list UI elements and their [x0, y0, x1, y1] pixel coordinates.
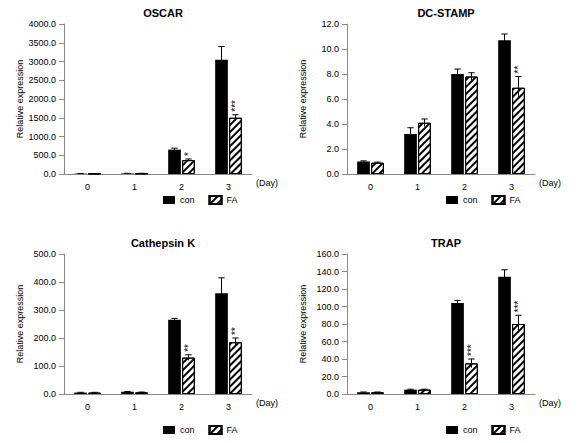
svg-text:4000.0: 4000.0: [28, 19, 56, 29]
svg-text:100.0: 100.0: [316, 302, 339, 312]
svg-text:6.0: 6.0: [326, 94, 339, 104]
svg-text:2: 2: [462, 182, 467, 192]
svg-text:FA: FA: [227, 425, 238, 435]
svg-text:60.0: 60.0: [321, 337, 339, 347]
svg-text:200.0: 200.0: [33, 333, 56, 343]
svg-text:0.0: 0.0: [326, 169, 339, 179]
svg-text:1: 1: [415, 402, 420, 412]
svg-text:FA: FA: [510, 195, 521, 205]
svg-text:**: **: [183, 344, 194, 352]
svg-text:0: 0: [368, 402, 373, 412]
svg-text:8.0: 8.0: [326, 69, 339, 79]
svg-text:3: 3: [226, 182, 231, 192]
svg-text:FA: FA: [510, 425, 521, 435]
svg-text:500.0: 500.0: [33, 150, 56, 160]
svg-text:con: con: [180, 425, 195, 435]
svg-text:2.0: 2.0: [326, 144, 339, 154]
svg-text:OSCAR: OSCAR: [143, 7, 183, 19]
svg-text:2: 2: [179, 402, 184, 412]
svg-text:FA: FA: [227, 195, 238, 205]
svg-text:100.0: 100.0: [33, 361, 56, 371]
svg-text:3: 3: [509, 402, 514, 412]
svg-text:1: 1: [415, 182, 420, 192]
svg-text:80.0: 80.0: [321, 319, 339, 329]
svg-text:3: 3: [509, 182, 514, 192]
svg-text:2: 2: [462, 402, 467, 412]
svg-text:***: ***: [230, 100, 241, 112]
svg-text:(Day): (Day): [256, 398, 278, 408]
svg-text:(Day): (Day): [256, 178, 278, 188]
svg-text:3000.0: 3000.0: [28, 57, 56, 67]
svg-text:120.0: 120.0: [316, 284, 339, 294]
svg-text:2500.0: 2500.0: [28, 75, 56, 85]
svg-text:3: 3: [226, 402, 231, 412]
svg-text:0: 0: [85, 402, 90, 412]
svg-text:con: con: [463, 195, 478, 205]
svg-text:140.0: 140.0: [316, 267, 339, 277]
svg-text:DC-STAMP: DC-STAMP: [417, 7, 474, 19]
svg-text:40.0: 40.0: [321, 354, 339, 364]
svg-text:con: con: [463, 425, 478, 435]
svg-text:2: 2: [179, 182, 184, 192]
svg-text:3500.0: 3500.0: [28, 38, 56, 48]
svg-text:**: **: [513, 66, 524, 74]
svg-text:TRAP: TRAP: [431, 237, 461, 249]
svg-text:10.0: 10.0: [321, 44, 339, 54]
svg-text:160.0: 160.0: [316, 249, 339, 259]
svg-text:0: 0: [85, 182, 90, 192]
svg-text:Relative expression: Relative expression: [298, 60, 308, 139]
svg-text:20.0: 20.0: [321, 372, 339, 382]
svg-text:0: 0: [368, 182, 373, 192]
svg-text:***: ***: [513, 300, 524, 312]
svg-text:1: 1: [132, 402, 137, 412]
svg-text:300.0: 300.0: [33, 305, 56, 315]
svg-text:0.0: 0.0: [43, 169, 56, 179]
svg-text:con: con: [180, 195, 195, 205]
svg-text:*: *: [183, 152, 194, 156]
svg-text:2000.0: 2000.0: [28, 94, 56, 104]
svg-text:(Day): (Day): [539, 178, 561, 188]
svg-text:(Day): (Day): [539, 398, 561, 408]
svg-text:Relative expression: Relative expression: [15, 285, 25, 364]
svg-text:12.0: 12.0: [321, 19, 339, 29]
svg-text:1: 1: [132, 182, 137, 192]
svg-text:0.0: 0.0: [326, 389, 339, 399]
svg-text:1500.0: 1500.0: [28, 113, 56, 123]
svg-text:500.0: 500.0: [33, 249, 56, 259]
svg-text:Relative expression: Relative expression: [15, 60, 25, 139]
svg-text:1000.0: 1000.0: [28, 132, 56, 142]
svg-text:***: ***: [466, 344, 477, 356]
svg-text:0.0: 0.0: [43, 389, 56, 399]
svg-text:Relative expression: Relative expression: [298, 285, 308, 364]
svg-text:**: **: [230, 327, 241, 335]
svg-text:Cathepsin K: Cathepsin K: [131, 237, 195, 249]
svg-text:4.0: 4.0: [326, 119, 339, 129]
svg-text:400.0: 400.0: [33, 277, 56, 287]
